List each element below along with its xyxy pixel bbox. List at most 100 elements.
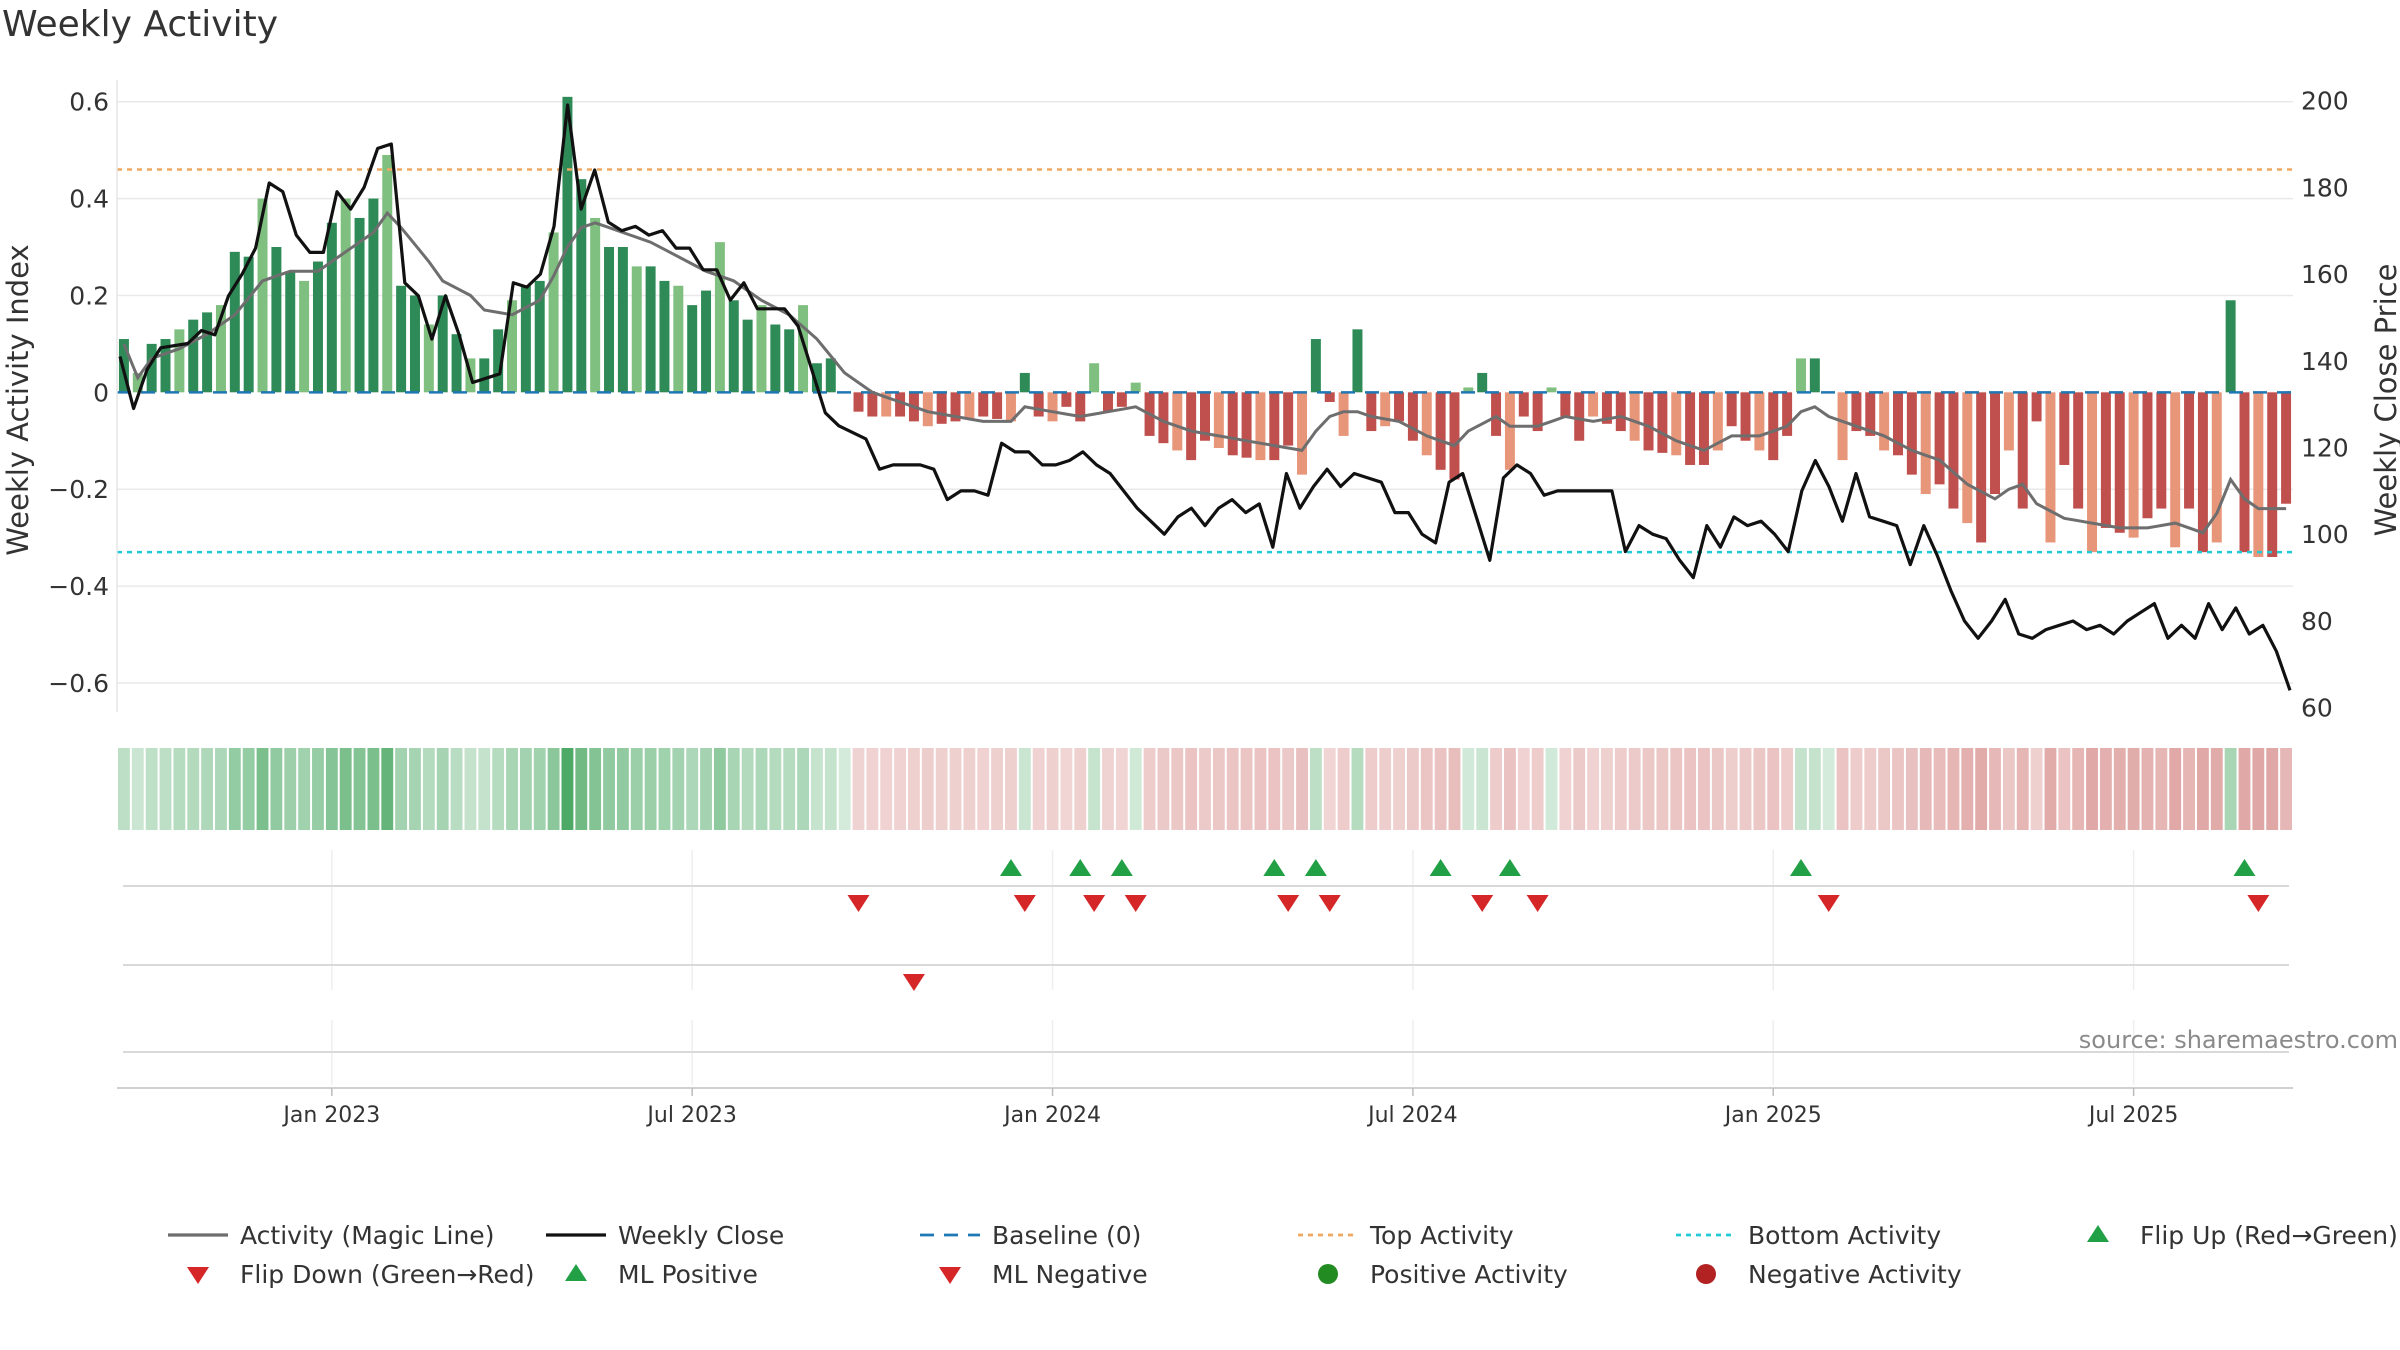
activity-bar	[271, 247, 282, 393]
flip-down-marker	[1013, 895, 1036, 912]
heat-cell	[1406, 748, 1419, 830]
activity-bar	[1962, 392, 1973, 524]
activity-bar	[2073, 392, 2084, 509]
y-tick-left-label: 0.2	[69, 281, 109, 310]
activity-bar	[1200, 392, 1210, 441]
y-tick-left-label: 0	[93, 378, 109, 407]
heat-cell	[561, 748, 574, 830]
activity-bar	[756, 305, 767, 393]
flip-up-marker	[999, 859, 1022, 876]
activity-bar	[174, 329, 185, 393]
heat-cell	[1185, 748, 1198, 830]
legend-ml-positive: ML Positive	[565, 1260, 758, 1289]
activity-bar	[576, 179, 587, 393]
heat-cell	[367, 748, 380, 830]
heat-cell	[1656, 748, 1669, 830]
heat-cell	[1268, 748, 1281, 830]
activity-bar	[1116, 392, 1127, 407]
activity-bar	[2197, 392, 2208, 553]
heat-cell	[450, 748, 463, 830]
legend-magic-line: Activity (Magic Line)	[168, 1221, 494, 1250]
flip-down-marker	[1471, 895, 1494, 912]
activity-bar	[493, 329, 504, 393]
heat-cell	[1212, 748, 1225, 830]
activity-bar	[1005, 392, 1016, 422]
heat-cell	[270, 748, 283, 830]
activity-bar	[1782, 392, 1793, 436]
activity-bar	[354, 217, 365, 393]
heat-cell	[1587, 748, 1600, 830]
activity-bar	[1629, 392, 1640, 441]
heat-cell	[1739, 748, 1752, 830]
flip-up-marker	[1069, 859, 1092, 876]
activity-bar	[1560, 392, 1571, 417]
heat-cell	[1282, 748, 1295, 830]
activity-bar	[1283, 392, 1294, 446]
legend-label: Flip Down (Green→Red)	[240, 1260, 535, 1289]
heat-cell	[492, 748, 505, 830]
heat-cell	[908, 748, 920, 830]
activity-bar	[936, 392, 947, 424]
y-tick-right-label: 200	[2301, 87, 2349, 116]
x-tick-label: Jan 2024	[1002, 1103, 1101, 1128]
activity-bar	[1130, 382, 1141, 393]
activity-bar	[1213, 392, 1224, 449]
activity-bar	[423, 324, 434, 393]
activity-bar	[853, 392, 864, 412]
activity-bar	[617, 247, 628, 393]
activity-bar	[409, 295, 420, 393]
heat-cell	[1836, 748, 1849, 830]
activity-bar	[1019, 372, 1030, 393]
activity-bar	[215, 305, 226, 393]
legend-swatch	[939, 1267, 961, 1284]
activity-bar	[1352, 329, 1363, 393]
activity-bar	[1477, 372, 1488, 393]
activity-bar	[1366, 392, 1377, 432]
activity-bar	[368, 198, 379, 393]
heat-cell	[1074, 748, 1087, 830]
heat-cell	[894, 748, 907, 830]
legend-label: Negative Activity	[1748, 1260, 1962, 1289]
heat-cell	[824, 748, 837, 830]
activity-bar	[673, 285, 684, 393]
activity-bar	[2239, 392, 2250, 553]
activity-bar	[2211, 392, 2222, 543]
y-tick-right-label: 60	[2301, 694, 2333, 723]
activity-bar	[590, 217, 601, 393]
activity-bars	[118, 96, 2292, 557]
heat-cell	[506, 748, 518, 830]
activity-bar	[770, 324, 781, 393]
heat-cell	[1199, 748, 1211, 830]
heat-cell	[1517, 748, 1530, 830]
axes: 0.6 0.4 0.2 0 −0.2 −0.4 −0.6 200 180 160 140 120 100…	[48, 80, 2349, 723]
activity-bar	[1269, 392, 1280, 461]
y-tick-right-label: 160	[2301, 260, 2349, 289]
heat-cell	[1850, 748, 1863, 830]
legend-flip-up: Flip Up (Red→Green)	[2087, 1221, 2398, 1250]
heat-cell	[1892, 748, 1904, 830]
flip-up-marker	[1110, 859, 1133, 876]
activity-bar	[146, 343, 157, 393]
activity-bar	[1837, 392, 1848, 461]
heat-cell	[1684, 748, 1697, 830]
reference-lines	[117, 168, 2293, 554]
flip-up-marker	[1263, 859, 1286, 876]
heat-cell	[1961, 748, 1974, 830]
activity-bar	[451, 334, 462, 393]
legend-negative-activity: Negative Activity	[1696, 1260, 1962, 1289]
activity-bar	[437, 295, 448, 393]
heat-cell	[1060, 748, 1073, 830]
heat-cell	[1559, 748, 1572, 830]
heat-cell	[547, 748, 560, 830]
activity-bar	[202, 312, 213, 393]
activity-bar	[1865, 392, 1876, 436]
activity-bar	[895, 392, 906, 417]
heat-cell	[838, 748, 851, 830]
activity-bar	[2170, 392, 2181, 548]
activity-bar	[1809, 358, 1820, 393]
activity-bar	[2156, 392, 2167, 509]
activity-bar	[299, 280, 310, 393]
activity-bar	[2045, 392, 2056, 543]
heat-cell	[2099, 748, 2112, 830]
activity-bar	[1754, 392, 1765, 451]
